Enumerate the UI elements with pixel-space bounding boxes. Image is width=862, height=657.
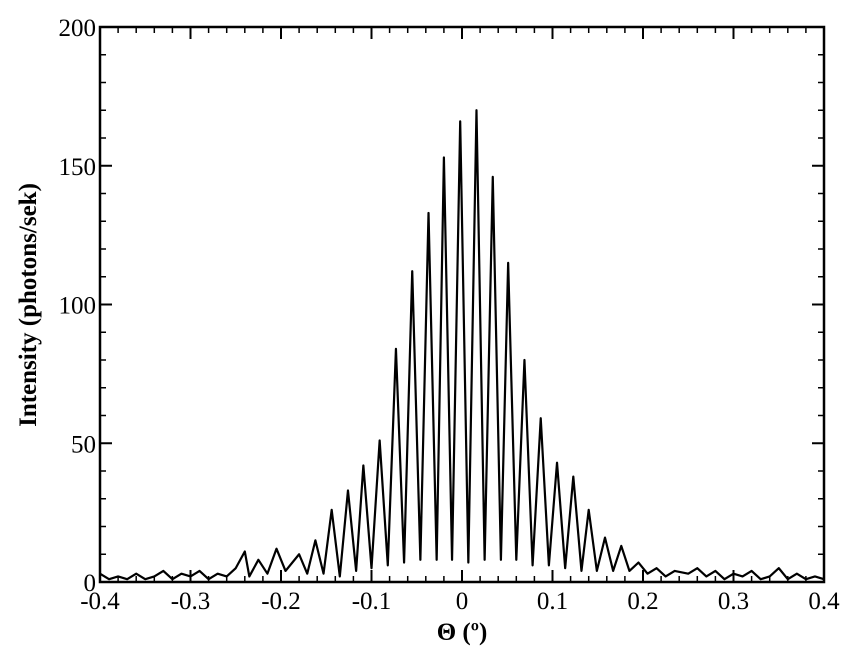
y-tick-label: 0 — [84, 570, 97, 597]
y-tick-label: 150 — [59, 154, 97, 181]
x-tick-label: -0.1 — [352, 588, 392, 615]
y-tick-label: 50 — [71, 431, 96, 458]
data-line — [99, 109, 825, 581]
y-tick-label: 200 — [59, 15, 97, 42]
x-tick-label: -0.3 — [171, 588, 211, 615]
y-tick-label: 100 — [59, 293, 97, 320]
plot-frame — [98, 25, 826, 584]
x-tick-label: 0.1 — [537, 588, 568, 615]
x-tick-label: -0.4 — [80, 588, 120, 615]
x-tick-label: 0 — [456, 588, 469, 615]
y-axis-label: Intensity (photons/sek) — [15, 183, 42, 427]
x-axis-label: Θ (º) — [437, 619, 488, 646]
x-tick-label: 0.4 — [808, 588, 840, 615]
x-tick-label: -0.2 — [261, 588, 301, 615]
x-tick-label: 0.3 — [718, 588, 749, 615]
x-tick-label: 0.2 — [627, 588, 658, 615]
